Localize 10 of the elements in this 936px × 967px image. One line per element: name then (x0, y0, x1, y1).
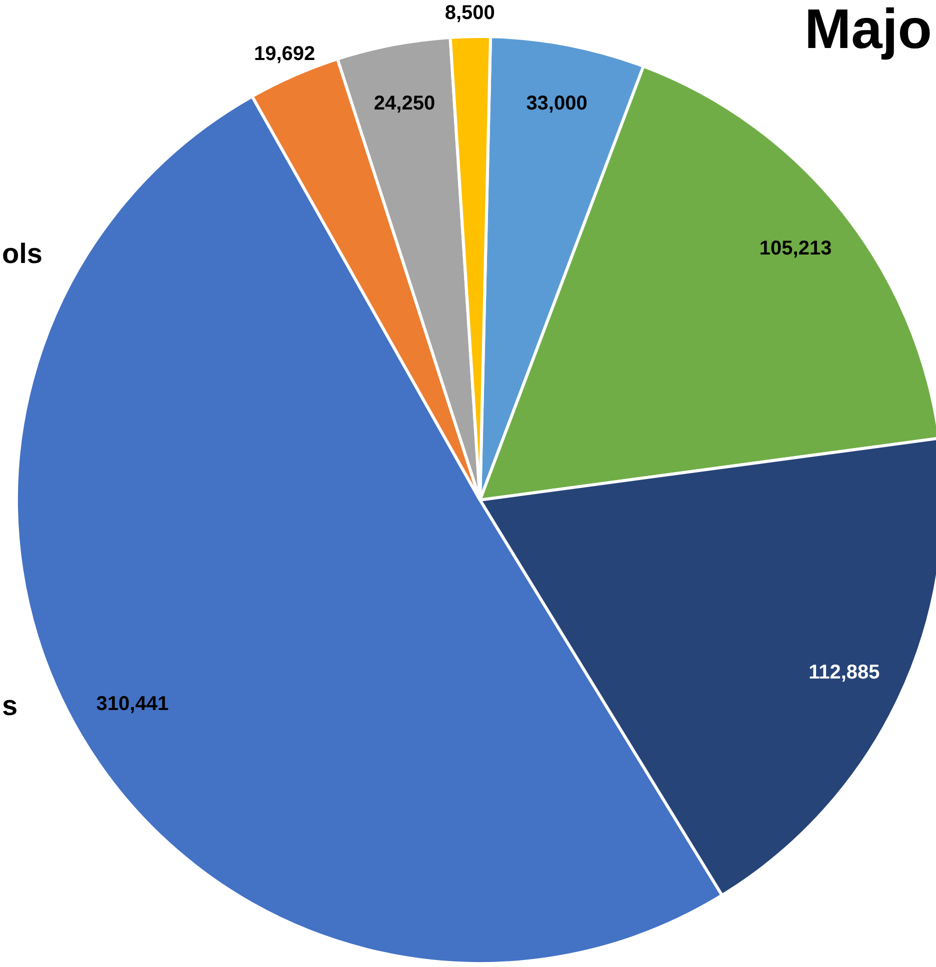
data-label: 310,441 (96, 692, 169, 715)
data-label: 19,692 (254, 42, 316, 65)
text: s (2, 690, 18, 722)
text: ols (2, 238, 42, 270)
data-label: 105,213 (759, 237, 832, 260)
data-label: 8,500 (444, 2, 495, 24)
chart-title: Majo (804, 0, 932, 61)
data-label: 33,000 (526, 92, 588, 115)
data-label: 112,885 (808, 662, 880, 684)
data-label: 24,250 (374, 92, 436, 114)
